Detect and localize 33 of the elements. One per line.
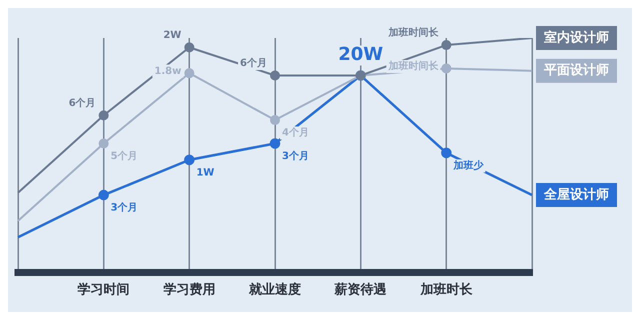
annotation: 6个月	[240, 57, 268, 70]
point	[270, 70, 280, 81]
x-tick-label: 学习时间	[78, 282, 130, 298]
point	[441, 63, 452, 74]
series-label: 室内设计师	[544, 29, 609, 46]
x-tick-label: 加班时长	[419, 282, 474, 298]
annotation: 3个月	[110, 202, 138, 214]
point	[184, 154, 195, 166]
point	[270, 138, 280, 149]
x-tick-label: 学习费用	[163, 282, 216, 298]
point	[184, 42, 194, 52]
annotation: 20W	[338, 44, 384, 66]
point	[184, 68, 194, 78]
point	[98, 190, 109, 200]
series-label: 平面设计师	[543, 63, 609, 78]
point	[441, 148, 452, 158]
annotation: 1.8w	[154, 66, 182, 77]
annotation: 5个月	[110, 150, 138, 162]
x-tick-label: 就业速度	[248, 282, 301, 298]
x-tick-label: 薪资待遇	[334, 282, 388, 298]
point	[98, 138, 109, 148]
series-label: 全屋设计师	[543, 187, 609, 202]
annotation: 1W	[196, 167, 214, 178]
annotation: 6个月	[68, 96, 96, 109]
annotation: 2W	[163, 30, 182, 41]
annotation: 3个月	[282, 150, 309, 162]
point	[98, 110, 109, 120]
annotation: 4个月	[282, 126, 309, 139]
point	[270, 115, 280, 126]
annotation: 加班时间长	[387, 26, 440, 39]
annotation: 加班少	[452, 159, 484, 172]
annotation: 加班时间长	[387, 60, 440, 72]
point	[441, 40, 452, 50]
